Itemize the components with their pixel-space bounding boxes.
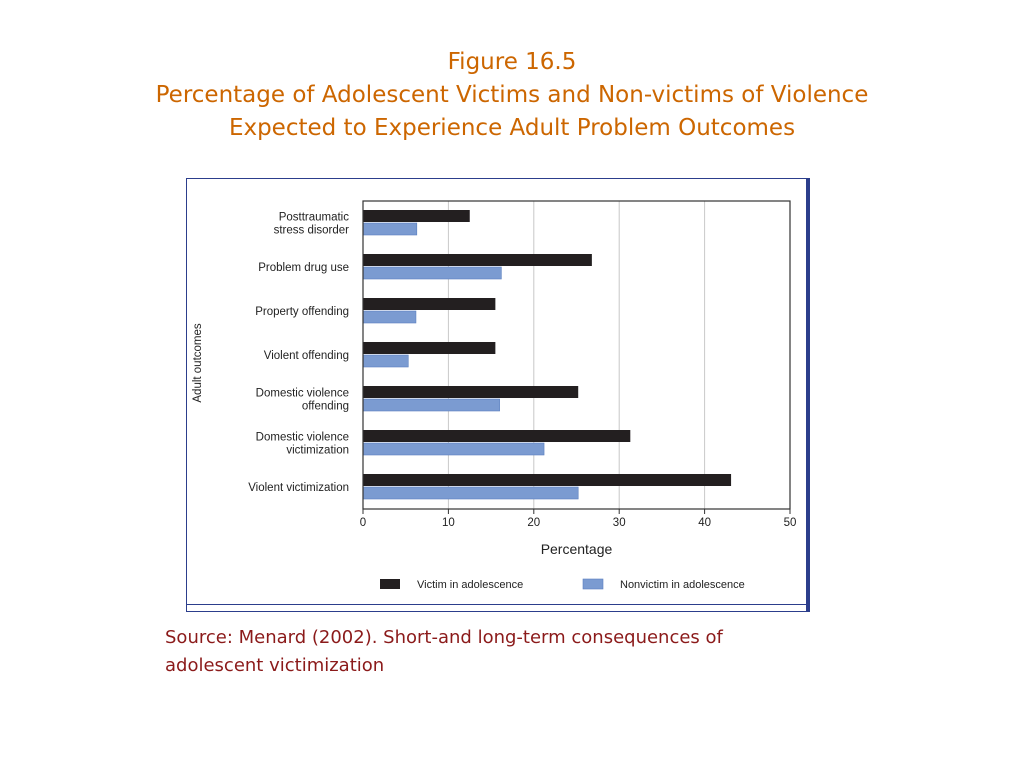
category-label-2: Property offending [255,306,349,318]
source-line-2: adolescent victimization [165,655,385,676]
x-tick-label-30: 30 [613,517,626,529]
bar-nonvictim-1 [362,266,502,280]
figure-title-line-1: Percentage of Adolescent Victims and Non… [155,82,869,108]
source-note: Source: Menard (2002). Short-and long-te… [165,624,865,680]
legend-swatch-0 [380,579,400,589]
legend-label-0: Victim in adolescence [417,579,523,591]
x-tick-label-20: 20 [527,517,540,529]
chart-frame: Posttraumatic stress disorder Problem drug… [186,178,810,612]
x-tick-label-40: 40 [698,517,711,529]
category-label-4: Domestic violence offending [256,388,349,413]
bar-nonvictim-6 [362,486,579,500]
y-axis-label: Adult outcomes [192,323,204,403]
category-label-3: Violent offending [264,350,349,362]
bar-victim-4 [363,386,579,398]
x-axis-label: Percentage [541,541,613,557]
legend-swatch-1 [582,578,604,590]
category-label-0: Posttraumatic stress disorder [274,212,350,237]
category-label-5: Domestic violence victimization [256,432,349,457]
x-tick-label-0: 0 [360,517,366,529]
bar-victim-3 [363,342,496,354]
slide-title: Figure 16.5 Percentage of Adolescent Vic… [0,46,1024,145]
x-tick-label-50: 50 [784,517,797,529]
figure-number: Figure 16.5 [447,49,577,75]
bar-nonvictim-5 [362,442,545,456]
x-tick-label-10: 10 [442,517,455,529]
bar-nonvictim-2 [362,310,417,324]
bar-nonvictim-4 [362,398,500,412]
bar-nonvictim-3 [362,354,409,368]
bar-nonvictim-0 [362,222,418,236]
bar-victim-2 [363,298,496,310]
bar-chart: Posttraumatic stress disorder Problem drug… [192,200,797,591]
plot-border [362,200,791,510]
category-label-1: Problem drug use [258,262,349,274]
bar-victim-6 [363,474,732,486]
source-line-1: Source: Menard (2002). Short-and long-te… [165,627,723,648]
bar-victim-0 [363,210,470,222]
bar-victim-5 [363,430,631,442]
category-label-6: Violent victimization [248,482,349,494]
legend-label-1: Nonvictim in adolescence [620,579,745,591]
bar-victim-1 [363,254,592,266]
figure-title-line-2: Expected to Experience Adult Problem Out… [228,115,796,141]
